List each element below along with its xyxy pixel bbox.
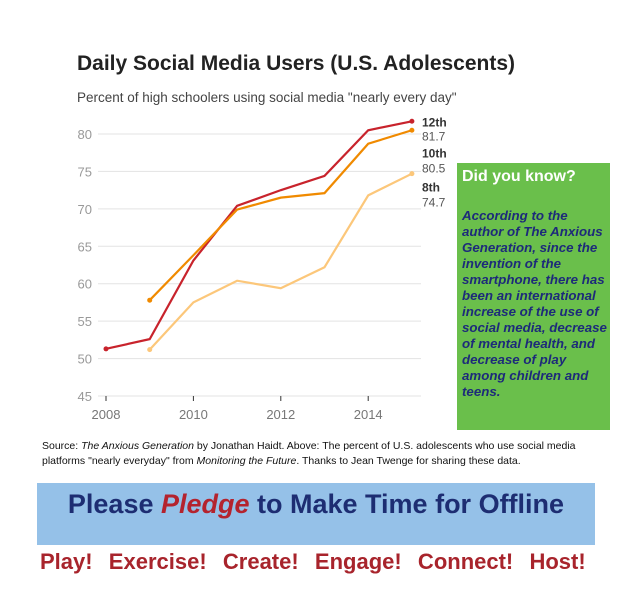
y-tick-label: 45 — [78, 389, 92, 404]
data-point — [147, 297, 153, 303]
x-tick-label: 2014 — [354, 407, 383, 422]
data-point — [409, 171, 415, 177]
banner-text: to Make Time for Offline — [249, 489, 565, 519]
y-tick-label: 70 — [78, 202, 92, 217]
banner-text: Please — [67, 489, 161, 519]
series-label: 8th — [422, 181, 440, 195]
source-text: . Thanks to Jean Twenge for sharing thes… — [296, 455, 521, 467]
did-you-know-callout: Did you know? According to the author of… — [457, 163, 610, 430]
source-text: by Jonathan Haidt. Above: The percent of… — [42, 440, 576, 467]
series-line-12th — [105, 120, 413, 350]
series-value-label: 74.7 — [422, 196, 446, 210]
series-value-label: 80.5 — [422, 161, 446, 175]
source-note: Source: The Anxious Generation by Jonath… — [42, 439, 602, 469]
line-chart: 45 50 55 60 65 70 75 80 2008 2010 2012 2014 12th81.7… — [78, 115, 447, 422]
y-tick-label: 50 — [78, 352, 92, 367]
callout-heading: Did you know? — [462, 168, 576, 185]
series-value-label: 81.7 — [422, 129, 446, 143]
source-book: The Anxious Generation — [81, 440, 194, 452]
chart-title: Daily Social Media Users (U.S. Adolescen… — [77, 52, 516, 75]
y-tick-label: 65 — [78, 239, 92, 254]
data-point — [103, 346, 109, 352]
series-line-10th — [148, 129, 413, 301]
y-tick-label: 55 — [78, 314, 92, 329]
action-list: Play! Exercise! Create! Engage! Connect!… — [40, 549, 586, 574]
series-label: 12th — [422, 115, 447, 129]
source-text: Source: — [42, 440, 82, 452]
source-survey: Monitoring the Future — [196, 455, 297, 467]
callout-body: According to the author of The Anxious G… — [462, 208, 607, 399]
y-tick-label: 80 — [78, 127, 92, 142]
data-point — [409, 118, 415, 124]
y-tick-label: 75 — [78, 164, 92, 179]
y-tick-label: 60 — [78, 277, 92, 292]
x-tick-label: 2012 — [266, 407, 295, 422]
chart-subtitle: Percent of high schoolers using social m… — [77, 90, 457, 105]
x-tick-label: 2010 — [179, 407, 208, 422]
series-line-8th — [148, 172, 413, 351]
x-tick-label: 2008 — [92, 407, 121, 422]
banner-pledge: Pledge — [160, 489, 250, 519]
pledge-banner[interactable]: Please Pledge to Make Time for Offline — [37, 483, 595, 545]
data-point — [409, 127, 415, 133]
series-label: 10th — [422, 146, 447, 160]
data-point — [147, 347, 153, 353]
